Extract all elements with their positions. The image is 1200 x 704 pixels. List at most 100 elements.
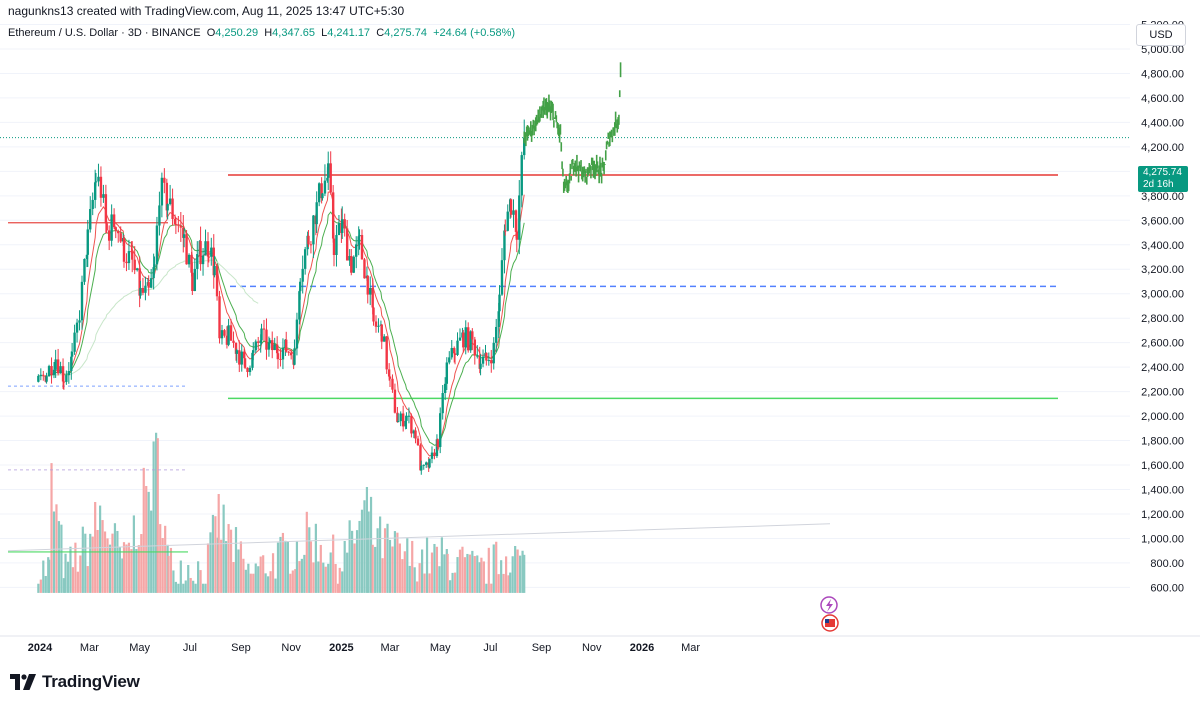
candle bbox=[196, 254, 199, 269]
candle bbox=[39, 374, 43, 376]
candle bbox=[523, 137, 526, 156]
time-axis: 2024 Mar May Jul Sep Nov 2025 Mar May Jul Sep Nov 20… bbox=[0, 635, 1200, 654]
volume-bar bbox=[458, 549, 462, 593]
volume-bar bbox=[44, 575, 47, 593]
candle bbox=[420, 465, 423, 471]
candle bbox=[206, 241, 210, 257]
candle bbox=[182, 234, 186, 238]
volume-bar bbox=[334, 563, 337, 593]
candle bbox=[130, 251, 133, 253]
candle bbox=[271, 340, 274, 351]
volume-bar bbox=[324, 566, 327, 593]
volume-bar bbox=[159, 524, 162, 593]
volume-bar bbox=[388, 539, 392, 593]
volume-bar bbox=[201, 583, 205, 593]
time-tick-label: Sep bbox=[532, 642, 552, 654]
volume-bar bbox=[242, 558, 245, 593]
volume-bar bbox=[305, 511, 308, 593]
volume-bar bbox=[430, 552, 434, 593]
candle bbox=[323, 180, 327, 194]
price-tick-label: 3,600.00 bbox=[1141, 215, 1184, 227]
candle bbox=[232, 340, 235, 343]
volume-bar bbox=[509, 572, 512, 593]
candle bbox=[492, 342, 495, 364]
candle bbox=[453, 347, 456, 354]
candle bbox=[341, 219, 344, 233]
candle bbox=[141, 287, 145, 293]
candle bbox=[479, 363, 482, 369]
volume-bar bbox=[284, 540, 287, 593]
time-tick-label: Mar bbox=[681, 642, 700, 654]
volume-bar bbox=[244, 569, 247, 593]
volume-bar bbox=[308, 527, 311, 593]
candle bbox=[436, 439, 439, 447]
volume-bar bbox=[435, 546, 439, 593]
candle bbox=[165, 182, 169, 211]
candle bbox=[335, 235, 338, 255]
volume-bar bbox=[161, 538, 164, 593]
volume-trend-line bbox=[7, 523, 831, 552]
brand-logo[interactable]: TradingView bbox=[10, 670, 140, 694]
candle bbox=[405, 415, 408, 421]
candle bbox=[246, 367, 249, 373]
candle bbox=[506, 211, 509, 231]
volume-bar bbox=[252, 573, 255, 593]
volume-bar bbox=[398, 543, 401, 593]
volume-bar bbox=[451, 572, 454, 593]
candle bbox=[450, 347, 453, 358]
candle bbox=[456, 340, 459, 355]
volume-bar bbox=[130, 549, 133, 593]
candle bbox=[374, 321, 378, 327]
volume-bar bbox=[438, 566, 441, 593]
candle bbox=[301, 268, 304, 282]
candle bbox=[210, 247, 213, 257]
candle bbox=[54, 359, 57, 370]
candle bbox=[478, 355, 481, 369]
candle bbox=[61, 366, 65, 382]
volume-bar bbox=[254, 563, 257, 593]
price-tick-label: 3,800.00 bbox=[1141, 191, 1184, 203]
symbol-label[interactable]: Ethereum / U.S. Dollar · 3D · BINANCE bbox=[8, 27, 201, 39]
candle bbox=[265, 329, 268, 350]
candle bbox=[254, 341, 257, 351]
candle bbox=[503, 230, 506, 261]
volume-bar bbox=[514, 546, 517, 593]
price-tick-label: 4,200.00 bbox=[1141, 142, 1184, 154]
candle bbox=[122, 237, 126, 262]
us-flag-icon bbox=[821, 614, 839, 632]
horizontal-levels bbox=[0, 137, 1130, 471]
volume-bar bbox=[406, 538, 409, 593]
volume-bar bbox=[298, 561, 301, 593]
candle bbox=[238, 350, 241, 365]
volume-bar bbox=[471, 550, 474, 593]
volume-bar bbox=[374, 546, 377, 593]
candle bbox=[220, 330, 224, 339]
candle bbox=[404, 420, 407, 427]
chart-frame[interactable]: 5,200.005,000.004,800.004,600.004,400.00… bbox=[0, 20, 1200, 660]
candle bbox=[357, 236, 360, 245]
candle bbox=[93, 182, 97, 200]
candle bbox=[179, 225, 183, 228]
chart-grid bbox=[0, 24, 1130, 588]
candle bbox=[512, 210, 515, 215]
candle bbox=[243, 351, 246, 359]
candle bbox=[67, 371, 71, 376]
price-tick-label: 800.00 bbox=[1150, 558, 1184, 570]
volume-bar bbox=[468, 554, 471, 593]
candle bbox=[289, 352, 293, 356]
candle bbox=[127, 251, 131, 264]
volume-bar bbox=[118, 547, 121, 593]
chart-canvas[interactable]: 5,200.005,000.004,800.004,600.004,400.00… bbox=[0, 20, 1200, 660]
candle bbox=[125, 261, 128, 264]
candle bbox=[59, 366, 62, 374]
currency-button[interactable]: USD bbox=[1136, 24, 1186, 46]
volume-bar bbox=[76, 571, 79, 593]
price-tick-label: 1,200.00 bbox=[1141, 509, 1184, 521]
candle bbox=[187, 254, 191, 265]
price-tick-label: 3,000.00 bbox=[1141, 289, 1184, 301]
volume-bar bbox=[428, 573, 431, 593]
time-tick-label: Mar bbox=[381, 642, 400, 654]
volume-bar bbox=[317, 561, 320, 593]
candle bbox=[139, 287, 142, 296]
candle bbox=[199, 241, 202, 265]
